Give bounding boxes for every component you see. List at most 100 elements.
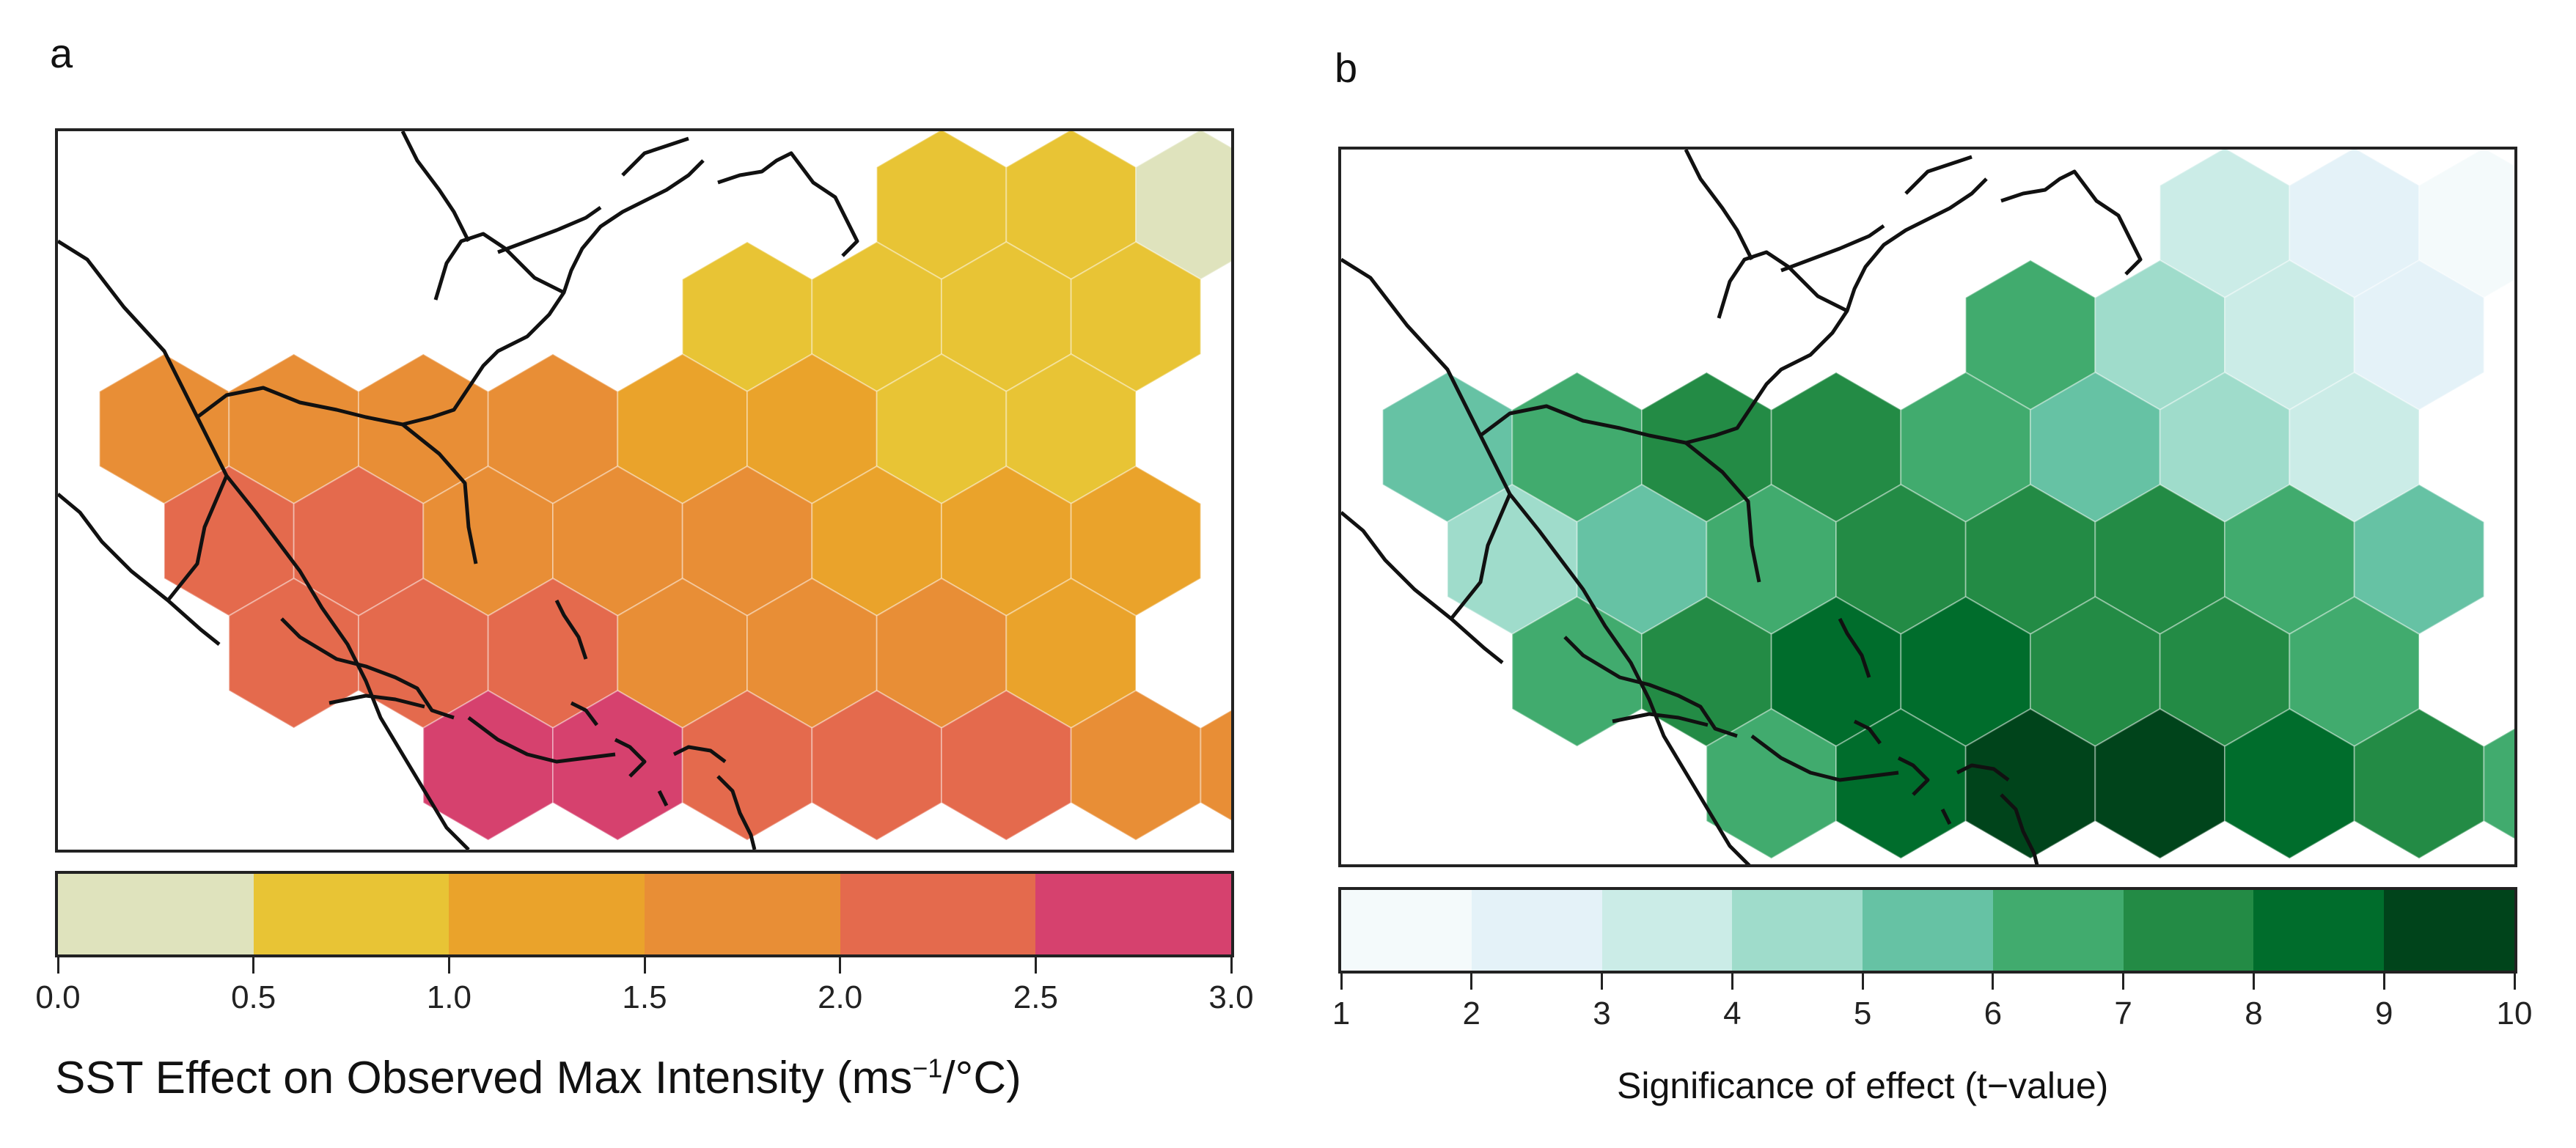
coastline bbox=[1940, 808, 1952, 825]
colorbar-tick-label: 2.0 bbox=[818, 979, 863, 1015]
colorbar-swatch bbox=[449, 874, 645, 954]
coastline bbox=[1450, 493, 1512, 620]
hex-cell bbox=[2483, 727, 2514, 840]
hex-map-b bbox=[1341, 150, 2514, 864]
colorbar-tick-label: 3.0 bbox=[1208, 979, 1254, 1015]
hex-map-a bbox=[58, 131, 1231, 850]
coastline bbox=[2000, 169, 2143, 276]
colorbar-tick-label: 10 bbox=[2496, 996, 2533, 1031]
coastline bbox=[717, 151, 859, 257]
colorbar-tick bbox=[1230, 957, 1233, 974]
coastline bbox=[1684, 441, 1761, 583]
colorbar-swatch bbox=[2123, 890, 2254, 971]
coastline bbox=[1956, 763, 2010, 781]
map-panel-b bbox=[1338, 147, 2517, 867]
coastline bbox=[401, 423, 478, 564]
coastline bbox=[1750, 735, 1899, 782]
colorbar-swatch bbox=[1035, 874, 1232, 954]
colorbar-tick bbox=[447, 957, 450, 974]
colorbar-tick bbox=[1034, 957, 1037, 974]
coastline bbox=[1897, 756, 1930, 796]
coastline bbox=[1853, 719, 1882, 745]
colorbar-tick-label: 3 bbox=[1593, 996, 1611, 1031]
colorbar-tick bbox=[1731, 974, 1733, 990]
colorbar-tick-label: 7 bbox=[2114, 996, 2132, 1031]
colorbar-a-title: SST Effect on Observed Max Intensity (ms… bbox=[55, 1052, 1021, 1104]
colorbar-tick bbox=[643, 957, 646, 974]
colorbar-tick bbox=[2513, 974, 2516, 990]
coastline bbox=[2000, 793, 2039, 864]
colorbar-tick-label: 6 bbox=[1984, 996, 2003, 1031]
colorbar-tick-label: 0.0 bbox=[35, 979, 81, 1015]
colorbar-swatch bbox=[2384, 890, 2515, 971]
colorbar-b bbox=[1338, 887, 2517, 974]
coastline bbox=[400, 131, 471, 243]
coastline bbox=[1341, 257, 1751, 864]
colorbar-swatch bbox=[1471, 890, 1602, 971]
coastline bbox=[554, 599, 588, 660]
coastline bbox=[280, 617, 455, 720]
colorbar-swatch bbox=[1863, 890, 1993, 971]
coastline bbox=[1684, 150, 1754, 261]
coastline bbox=[716, 775, 757, 850]
colorbar-swatch bbox=[253, 874, 449, 954]
coastline bbox=[614, 737, 647, 778]
colorbar-tick bbox=[1601, 974, 1604, 990]
colorbar-tick-label: 8 bbox=[2245, 996, 2263, 1031]
coastline bbox=[166, 475, 229, 602]
coastline bbox=[1780, 224, 1885, 273]
colorbar-tick-label: 2 bbox=[1462, 996, 1481, 1031]
colorbar-tick bbox=[252, 957, 255, 974]
colorbar-tick bbox=[2122, 974, 2125, 990]
colorbar-swatch bbox=[840, 874, 1036, 954]
colorbar-tick-label: 1.5 bbox=[622, 979, 667, 1015]
colorbar-tick bbox=[1992, 974, 1995, 990]
colorbar-tick-label: 1.0 bbox=[426, 979, 471, 1015]
colorbar-tick bbox=[2252, 974, 2255, 990]
coastline bbox=[657, 790, 669, 807]
colorbar-tick-label: 4 bbox=[1723, 996, 1742, 1031]
coastline bbox=[1479, 177, 1988, 445]
panel-b-label: b bbox=[1335, 45, 1358, 91]
colorbar-swatch bbox=[1601, 890, 1733, 971]
coastline bbox=[58, 239, 470, 850]
coastline bbox=[1904, 155, 1973, 195]
coastline bbox=[467, 716, 616, 764]
colorbar-swatch bbox=[645, 874, 840, 954]
colorbar-tick-label: 9 bbox=[2374, 996, 2393, 1031]
coastline bbox=[1341, 511, 1504, 664]
coastline bbox=[672, 745, 727, 763]
colorbar-tick bbox=[839, 957, 842, 974]
colorbar-swatch bbox=[1341, 890, 1472, 971]
colorbar-tick bbox=[1340, 974, 1343, 990]
colorbar-a-title-prefix: SST Effect on Observed Max Intensity (ms bbox=[55, 1053, 913, 1103]
coastline bbox=[1563, 636, 1738, 738]
colorbar-swatch bbox=[2253, 890, 2385, 971]
colorbar-b-title: Significance of effect (t−value) bbox=[1617, 1065, 2109, 1106]
colorbar-tick bbox=[2382, 974, 2385, 990]
coastline bbox=[621, 136, 689, 177]
coastline bbox=[497, 205, 602, 254]
colorbar-a-title-suffix: /°C) bbox=[942, 1053, 1021, 1103]
coastline bbox=[196, 159, 705, 427]
coastline bbox=[570, 701, 598, 726]
colorbar-tick-label: 0.5 bbox=[231, 979, 276, 1015]
coastline bbox=[1838, 617, 1871, 678]
coastline bbox=[1612, 712, 1709, 727]
colorbar-tick-label: 1 bbox=[1332, 996, 1351, 1031]
coastline bbox=[433, 232, 565, 301]
colorbar-tick bbox=[1861, 974, 1864, 990]
coastline bbox=[58, 493, 221, 646]
colorbar-tick-label: 2.5 bbox=[1013, 979, 1058, 1015]
colorbar-tick bbox=[56, 957, 59, 974]
colorbar-tick-label: 5 bbox=[1853, 996, 1872, 1031]
coastline bbox=[1717, 250, 1849, 319]
colorbar-a-title-exponent: −1 bbox=[912, 1053, 943, 1083]
map-panel-a bbox=[55, 128, 1234, 853]
coastline bbox=[329, 693, 425, 709]
panel-a-label: a bbox=[50, 30, 73, 76]
colorbar-swatch bbox=[1732, 890, 1863, 971]
colorbar-swatch bbox=[1992, 890, 2124, 971]
colorbar-tick bbox=[1470, 974, 1473, 990]
colorbar-swatch bbox=[58, 874, 254, 954]
